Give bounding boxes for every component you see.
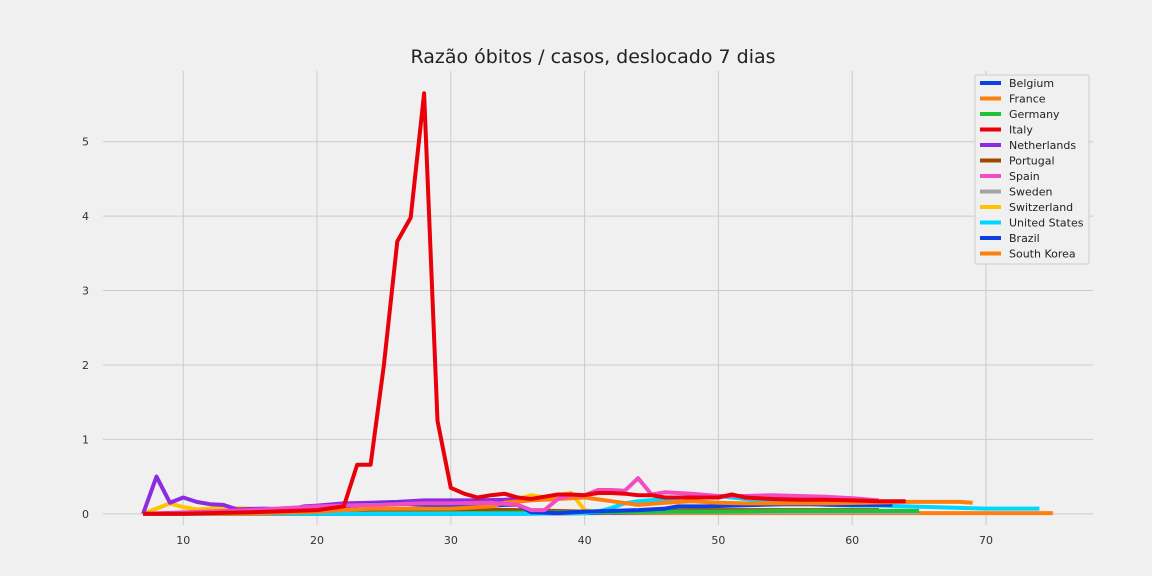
x-tick-label: 60	[845, 534, 859, 547]
x-tick-label: 50	[711, 534, 725, 547]
legend-label: Portugal	[1009, 155, 1055, 168]
y-tick-label: 4	[82, 210, 89, 223]
x-tick-label: 70	[979, 534, 993, 547]
legend-label: Germany	[1009, 108, 1060, 121]
y-tick-label: 3	[82, 285, 89, 298]
legend-label: South Korea	[1009, 248, 1076, 261]
y-tick-label: 2	[82, 359, 89, 372]
legend-label: Netherlands	[1009, 139, 1076, 152]
x-tick-label: 20	[310, 534, 324, 547]
legend-label: Italy	[1009, 124, 1033, 137]
chart-title: Razão óbitos / casos, deslocado 7 dias	[410, 46, 775, 68]
legend-label: Sweden	[1009, 186, 1052, 199]
legend-label: Brazil	[1009, 232, 1040, 245]
legend-label: United States	[1009, 217, 1084, 230]
legend: Belgium France Germany Italy Netherlands Port…	[974, 74, 1090, 265]
x-tick-label: 40	[578, 534, 592, 547]
x-tick-label: 10	[176, 534, 190, 547]
x-tick-label: 30	[444, 534, 458, 547]
series-line-italy	[143, 91, 906, 516]
legend-label: France	[1009, 93, 1046, 106]
tick-labels: 10 20 30 40 50 60 70 0 1 2 3 4 5	[82, 136, 993, 547]
legend-label: Switzerland	[1009, 201, 1073, 214]
y-tick-label: 0	[82, 508, 89, 521]
series-line-spain	[143, 476, 880, 516]
legend-label: Belgium	[1009, 77, 1054, 90]
series-lines	[141, 91, 1053, 516]
y-tick-label: 5	[82, 136, 89, 149]
legend-label: Spain	[1009, 170, 1040, 183]
y-tick-label: 1	[82, 433, 89, 446]
legend-box	[974, 74, 1090, 265]
